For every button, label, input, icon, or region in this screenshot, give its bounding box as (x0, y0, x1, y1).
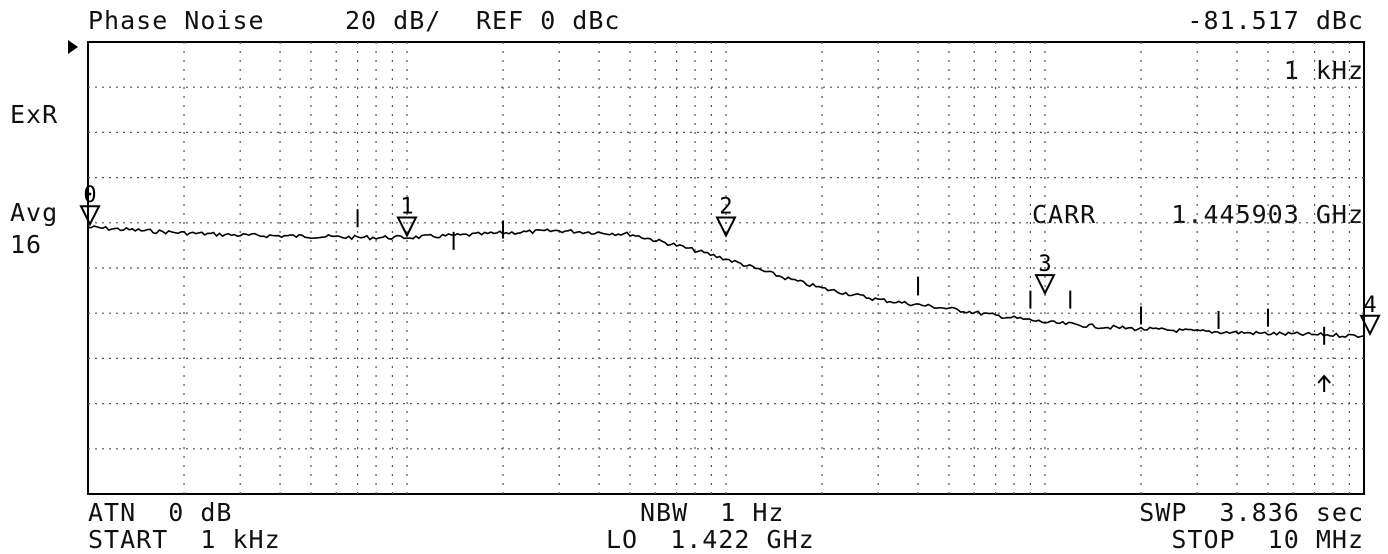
marker-triangle-icon (715, 216, 737, 238)
marker-4: 4 (1359, 293, 1381, 337)
lo-frequency: LO 1.422 GHz (606, 525, 815, 554)
trace-layer (87, 209, 1365, 345)
marker-readout-value: -81.517 dBc (1187, 6, 1364, 35)
avg-count: 16 (10, 230, 43, 259)
attenuation-readout: ATN 0 dB (88, 498, 233, 527)
marker-triangle-icon (1034, 274, 1056, 296)
graticule (88, 42, 1364, 494)
scale-per-division: 20 dB/ (345, 6, 442, 35)
marker-triangle-icon (79, 205, 101, 227)
mode-label: ExR (10, 100, 59, 129)
avg-label: Avg (10, 198, 59, 227)
carrier-label: CARR (1032, 200, 1097, 229)
marker-3: 3 (1034, 252, 1056, 296)
noise-bandwidth: NBW 1 Hz (640, 498, 785, 527)
reference-level: REF 0 dBc (476, 6, 621, 35)
marker-readout-offset: 1 kHz (1283, 56, 1364, 85)
sweep-time: SWP 3.836 sec (1139, 498, 1364, 527)
marker-triangle-icon (396, 216, 418, 238)
chart-title: Phase Noise (88, 6, 265, 35)
stop-frequency: STOP 10 MHz (1171, 525, 1364, 554)
marker-2: 2 (715, 194, 737, 238)
marker-1: 1 (396, 194, 418, 238)
noise-trace (87, 225, 1365, 339)
marker-label: 4 (1363, 293, 1376, 318)
marker-label: 2 (719, 194, 732, 219)
marker-label: 0 (83, 183, 96, 208)
marker-triangle-icon (1359, 314, 1381, 337)
start-frequency: START 1 kHz (88, 525, 281, 554)
carrier-frequency: 1.445903 GHz (1171, 200, 1364, 229)
marker-label: 1 (400, 194, 413, 219)
markers-layer: 0 1 2 3 4 (79, 183, 1381, 392)
active-trace-indicator (68, 40, 78, 54)
offset-arrow-icon (1317, 374, 1331, 392)
arrow-head (1317, 374, 1331, 384)
marker-0: 0 (79, 183, 101, 227)
marker-label: 3 (1038, 252, 1051, 277)
